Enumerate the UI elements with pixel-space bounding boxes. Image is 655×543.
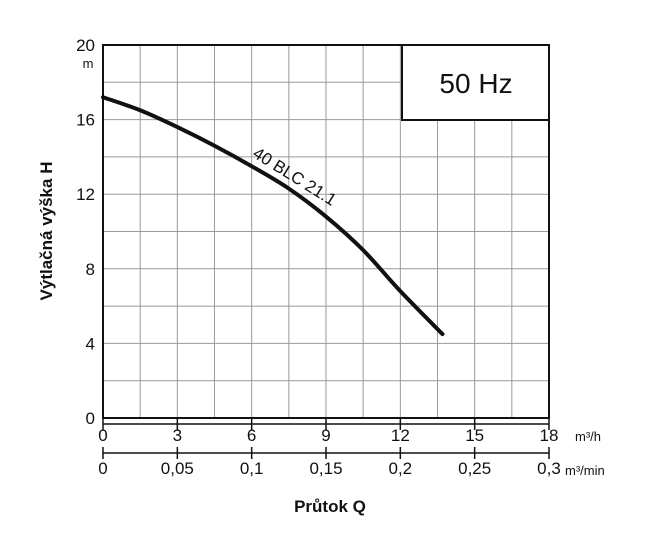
frequency-badge-text: 50 Hz (439, 68, 512, 99)
x-tick-label-secondary: 0,3 (537, 459, 561, 478)
y-tick-label: 16 (76, 111, 95, 130)
x-axis-primary: 0 3 6 9 12 15 18 (98, 418, 558, 445)
x-tick-label-primary: 3 (173, 426, 182, 445)
frequency-badge-box (401, 44, 550, 121)
y-unit: m (83, 56, 94, 71)
pump-curve-line (101, 95, 445, 337)
x-tick-label-primary: 18 (540, 426, 559, 445)
x-tick-label-secondary: 0,25 (458, 459, 491, 478)
x-tick-label-primary: 15 (465, 426, 484, 445)
y-axis-title: Výtlačná výška H (37, 162, 56, 301)
x-unit-secondary: m³/min (565, 463, 605, 478)
y-tick-label: 12 (76, 185, 95, 204)
x-tick-label-secondary: 0,1 (240, 459, 264, 478)
x-tick-label-primary: 9 (321, 426, 330, 445)
x-tick-label-secondary: 0,15 (309, 459, 342, 478)
x-tick-label-primary: 12 (391, 426, 410, 445)
y-tick-label: 8 (86, 260, 95, 279)
x-tick-label-secondary: 0,05 (161, 459, 194, 478)
y-tick-labels: 0 4 8 12 16 20 (76, 36, 95, 428)
x-tick-label-primary: 6 (247, 426, 256, 445)
x-tick-label-secondary: 0 (98, 459, 107, 478)
y-tick-label: 20 (76, 36, 95, 55)
x-tick-label-primary: 0 (98, 426, 107, 445)
y-tick-label: 0 (86, 409, 95, 428)
y-tick-label: 4 (86, 334, 95, 353)
x-axis-title: Průtok Q (294, 497, 366, 516)
x-axis-secondary: 0 0,05 0,1 0,15 0,2 0,25 0,3 (98, 447, 561, 478)
x-unit-primary: m³/h (575, 429, 601, 444)
curves: 40 BLC 21.1 (101, 95, 445, 337)
x-tick-label-secondary: 0,2 (389, 459, 413, 478)
